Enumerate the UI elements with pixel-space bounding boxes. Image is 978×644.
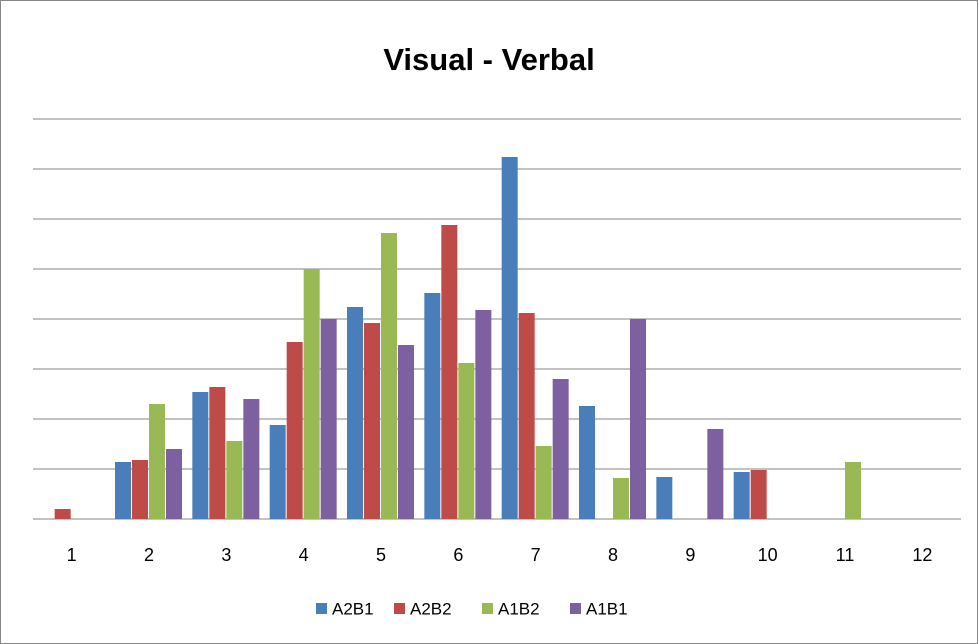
x-tick-label: 2 — [144, 545, 154, 565]
bar — [535, 446, 552, 519]
bar — [733, 472, 750, 519]
bar — [579, 406, 595, 519]
bar — [613, 478, 629, 519]
bar — [192, 392, 209, 519]
x-tick-label: 9 — [685, 545, 695, 565]
x-tick-label: 12 — [912, 545, 932, 565]
x-tick-label: 5 — [376, 545, 386, 565]
bar — [398, 345, 414, 519]
legend-label: A1B2 — [498, 599, 540, 618]
x-tick-label: 11 — [836, 545, 855, 565]
bar — [149, 404, 165, 519]
bar — [424, 293, 441, 519]
bar — [845, 462, 861, 519]
bar — [707, 429, 724, 519]
bar — [132, 460, 148, 519]
legend-swatch — [482, 603, 493, 614]
bar — [656, 477, 673, 519]
x-tick-label: 4 — [299, 545, 309, 565]
bar — [347, 307, 363, 519]
legend-swatch — [394, 603, 405, 614]
bar — [269, 425, 286, 519]
bar — [303, 269, 320, 519]
chart-title: Visual - Verbal — [383, 42, 594, 77]
bar — [364, 323, 380, 519]
bar — [381, 233, 397, 519]
x-tick-label: 10 — [758, 545, 778, 565]
bar — [750, 470, 767, 519]
bar — [475, 310, 492, 519]
bar — [630, 319, 646, 519]
legend-label: A2B1 — [332, 599, 374, 618]
bar — [54, 509, 71, 519]
x-tick-label: 1 — [67, 545, 77, 565]
bar — [166, 449, 182, 519]
bar — [243, 399, 260, 519]
legend-label: A2B2 — [410, 599, 452, 618]
bar — [552, 379, 569, 519]
legend-label: A1B1 — [586, 599, 628, 618]
legend-swatch — [570, 603, 581, 614]
legend-swatch — [316, 603, 327, 614]
bar — [320, 319, 337, 519]
bar — [286, 342, 303, 519]
bar — [501, 157, 518, 519]
bar — [115, 462, 131, 519]
bar — [518, 313, 535, 519]
bar — [458, 363, 475, 519]
x-tick-label: 6 — [453, 545, 463, 565]
bar — [441, 225, 458, 519]
bar — [226, 441, 243, 519]
x-tick-label: 3 — [221, 545, 231, 565]
x-tick-label: 8 — [608, 545, 618, 565]
x-tick-label: 7 — [531, 545, 541, 565]
bar — [209, 387, 226, 519]
